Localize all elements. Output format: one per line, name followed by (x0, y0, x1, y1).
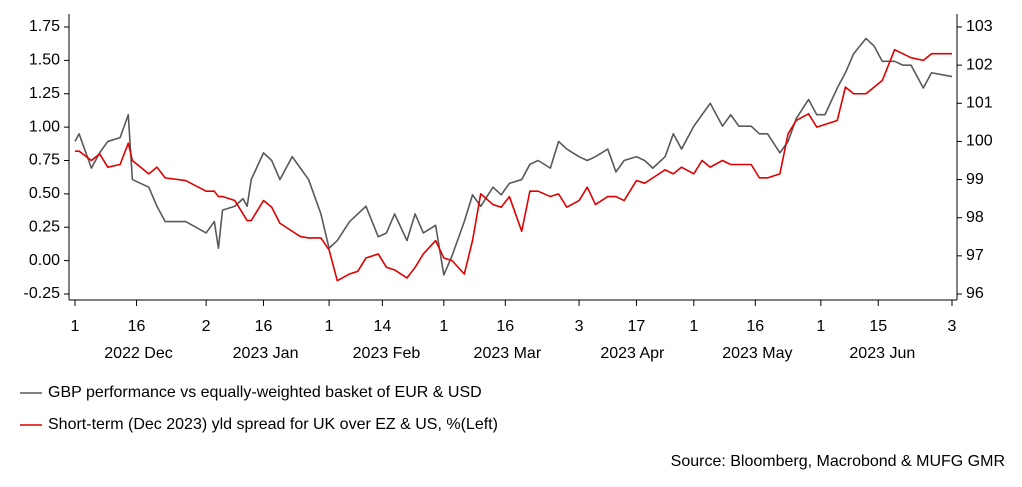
x-tick-label: 3 (948, 318, 957, 335)
y2-tick-label: 102 (966, 56, 993, 73)
month-label: 2022 Dec (104, 345, 173, 362)
x-tick-label: 17 (628, 318, 646, 335)
y2-tick-label: 97 (966, 247, 984, 264)
y-tick-label: 0.25 (29, 218, 60, 235)
x-tick-label: 16 (496, 318, 514, 335)
y2-tick-label: 103 (966, 18, 993, 35)
legend-label: GBP performance vs equally-weighted bask… (48, 384, 482, 401)
month-label: 2023 Mar (474, 345, 542, 362)
month-label: 2023 Jun (849, 345, 915, 362)
y2-tick-label: 101 (966, 95, 993, 112)
month-label: 2023 May (722, 345, 792, 362)
month-label: 2023 Feb (353, 345, 421, 362)
x-tick-label: 1 (689, 318, 698, 335)
x-tick-label: 3 (575, 318, 584, 335)
x-tick-label: 1 (71, 318, 80, 335)
source: Source: Bloomberg, Macrobond & MUFG GMR (671, 453, 1005, 470)
y2-tick-label: 98 (966, 209, 984, 226)
series-line (75, 48, 952, 282)
y-tick-label: 1.50 (29, 52, 60, 69)
x-tick-label: 14 (373, 318, 391, 335)
legend-label: Short-term (Dec 2023) yld spread for UK … (48, 416, 498, 433)
y-tick-label: 0.00 (29, 252, 60, 269)
y-tick-label: 0.75 (29, 152, 60, 169)
series-line (74, 37, 953, 276)
y2-tick-label: 100 (966, 133, 993, 150)
x-tick-label: 16 (255, 318, 273, 335)
y-tick-label: -0.25 (24, 285, 61, 302)
x-tick-label: 1 (816, 318, 825, 335)
x-tick-label: 1 (325, 318, 334, 335)
y-tick-label: 0.50 (29, 185, 60, 202)
x-tick-label: 1 (439, 318, 448, 335)
month-label: 2023 Apr (600, 345, 665, 362)
x-tick-label: 15 (869, 318, 887, 335)
month-label: 2023 Jan (233, 345, 299, 362)
y-tick-label: 1.00 (29, 118, 60, 135)
y-tick-label: 1.75 (29, 18, 60, 35)
y2-tick-label: 99 (966, 171, 984, 188)
x-tick-label: 16 (746, 318, 764, 335)
x-tick-label: 2 (202, 318, 211, 335)
y-tick-label: 1.25 (29, 85, 60, 102)
x-tick-label: 16 (128, 318, 146, 335)
y2-tick-label: 96 (966, 285, 984, 302)
